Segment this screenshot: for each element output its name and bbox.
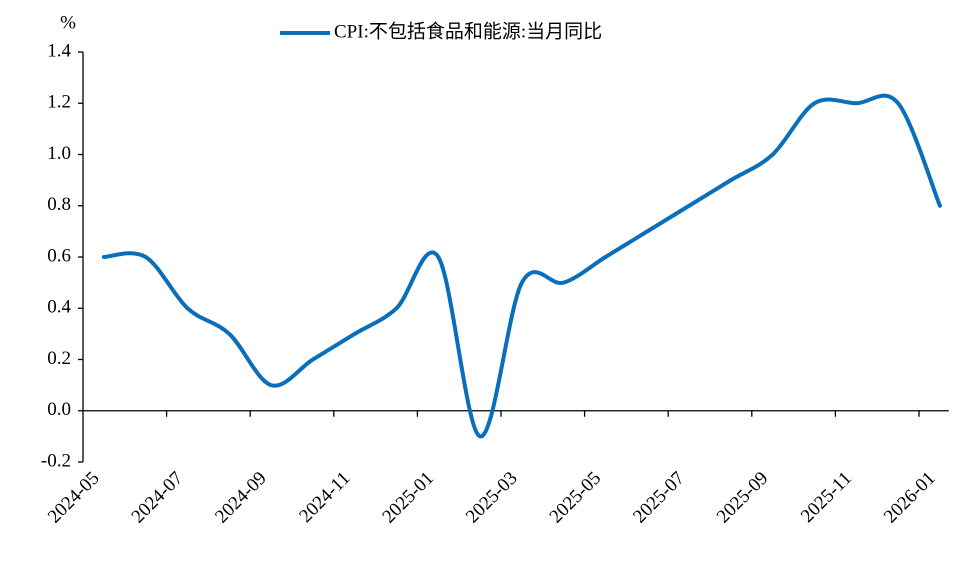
x-tick-label: 2025-07 [629, 468, 689, 528]
y-tick-label: 1.0 [47, 143, 71, 164]
y-tick-label: 0.4 [47, 297, 71, 318]
x-tick-label: 2024-07 [128, 468, 188, 528]
y-tick-label: 1.4 [47, 40, 71, 61]
y-tick-label: -0.2 [41, 450, 71, 471]
y-tick-label: 0.6 [47, 245, 71, 266]
x-tick-label: 2026-01 [880, 468, 940, 528]
x-tick-label: 2025-01 [378, 468, 438, 528]
y-tick-label: 0.2 [47, 348, 71, 369]
x-tick-label: 2024-05 [44, 468, 104, 528]
y-unit: % [60, 12, 76, 33]
x-tick-label: 2025-05 [546, 468, 606, 528]
series-line [101, 93, 942, 439]
y-tick-label: 0.0 [47, 399, 71, 420]
x-tick-label: 2025-09 [713, 468, 773, 528]
y-tick-label: 1.2 [47, 92, 71, 113]
x-tick-label: 2025-03 [462, 468, 522, 528]
x-tick-label: 2025-11 [797, 468, 856, 527]
y-tick-label: 0.8 [47, 194, 71, 215]
legend-label: CPI:不包括食品和能源:当月同比 [334, 20, 602, 42]
x-tick-label: 2024-11 [295, 468, 354, 527]
x-tick-label: 2024-09 [211, 468, 271, 528]
